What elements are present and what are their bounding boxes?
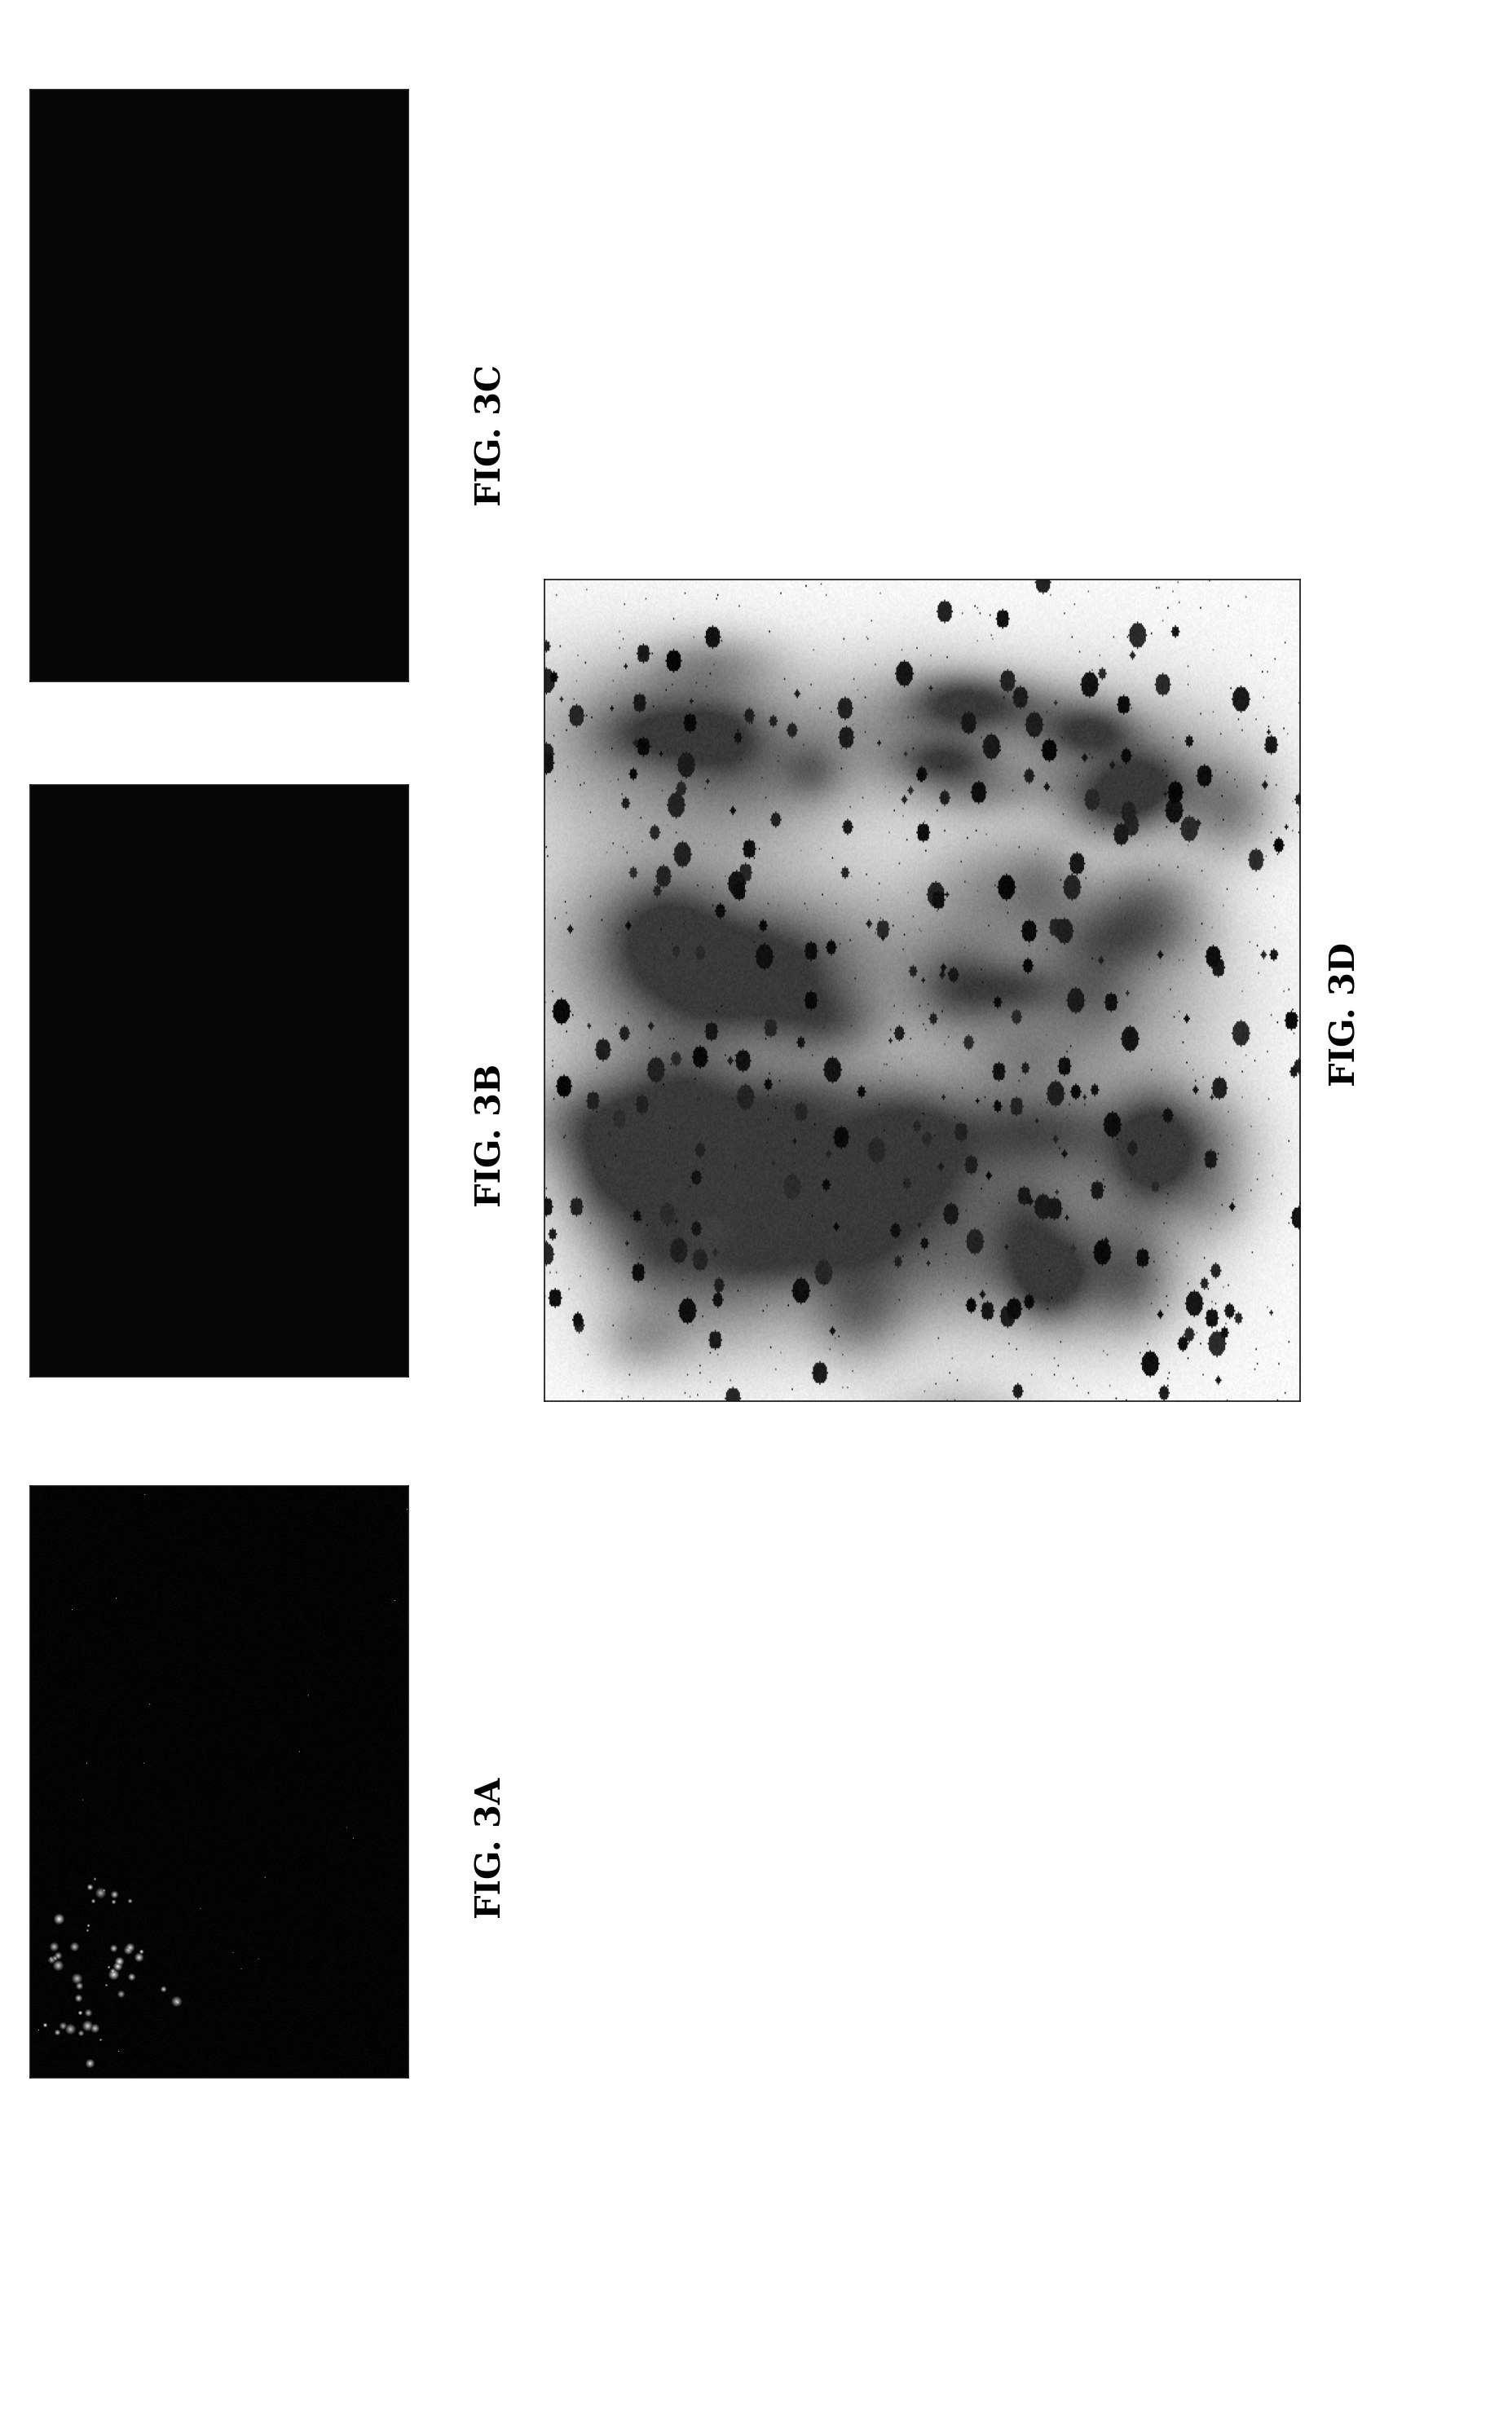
Text: FIG. 3D: FIG. 3D bbox=[1329, 942, 1362, 1087]
Text: FIG. 3A: FIG. 3A bbox=[475, 1778, 508, 1918]
Text: FIG. 3C: FIG. 3C bbox=[475, 365, 508, 505]
Text: FIG. 3B: FIG. 3B bbox=[475, 1063, 508, 1208]
